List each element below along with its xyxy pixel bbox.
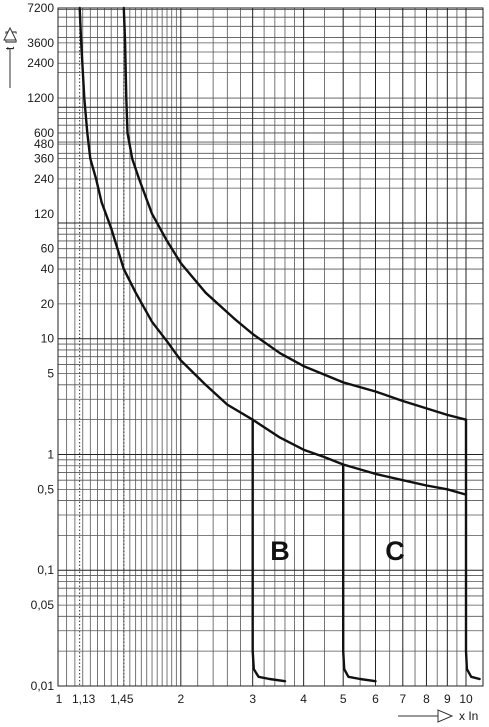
y-tick-label: 20 [41,297,55,311]
x-tick-label: 1 [56,692,63,706]
x-tick-label: 7 [399,692,406,706]
x-tick-label: 10 [459,692,473,706]
plot-frame [57,7,484,687]
y-tick-label: 240 [34,172,54,186]
x-axis-title: x In [398,709,478,723]
x-tick-label: 6 [372,692,379,706]
y-tick-label: 40 [41,262,55,276]
y-tick-label: 10 [41,332,55,346]
y-tick-label: 1200 [27,91,54,105]
y-tick-label: 0,5 [37,482,54,496]
trip-curve [464,418,481,681]
y-tick-label: 0,1 [37,563,54,577]
x-tick-label: 5 [340,692,347,706]
x-tick-label: 9 [444,692,451,706]
y-axis-arrow-head [3,26,17,41]
x-tick-label: 1,45 [110,692,134,706]
y-tick-label: 2400 [27,56,54,70]
y-tick-label: 0,05 [31,598,55,612]
x-tick-label: 2 [177,692,184,706]
y-tick-label: 0,01 [31,679,55,693]
plot-border [57,7,484,687]
trip-curve [251,418,468,496]
x-tick-label: 1,13 [72,692,96,706]
y-axis-title: t [s] [3,26,17,88]
trip-curve [251,418,287,683]
trip-curve [78,6,254,421]
x-tick-labels: 1 1,13 1,45 2 3 4 5 6 7 8 9 10 [56,692,473,706]
y-tick-label: 120 [34,207,54,221]
trip-curve [122,6,468,421]
reference-lines [79,8,125,686]
trip-curve [342,463,377,683]
y-tick-label: 1 [47,447,54,461]
y-tick-label: 600 [34,126,54,140]
curve-label-b: B [270,536,290,566]
x-tick-label: 8 [423,692,430,706]
grid-minor [58,8,483,686]
curves [78,6,481,683]
y-tick-label: 3600 [27,36,54,50]
y-tick-label: 60 [41,242,55,256]
x-tick-label: 4 [300,692,307,706]
curve-label-c: C [385,536,405,566]
x-axis-arrow-head [437,709,454,723]
x-axis-label: x In [459,709,478,723]
y-tick-label: 360 [34,152,54,166]
y-tick-label: 5 [47,367,54,381]
y-tick-label: 480 [34,137,54,151]
y-tick-label: 7200 [27,1,54,15]
x-tick-label: 3 [249,692,256,706]
